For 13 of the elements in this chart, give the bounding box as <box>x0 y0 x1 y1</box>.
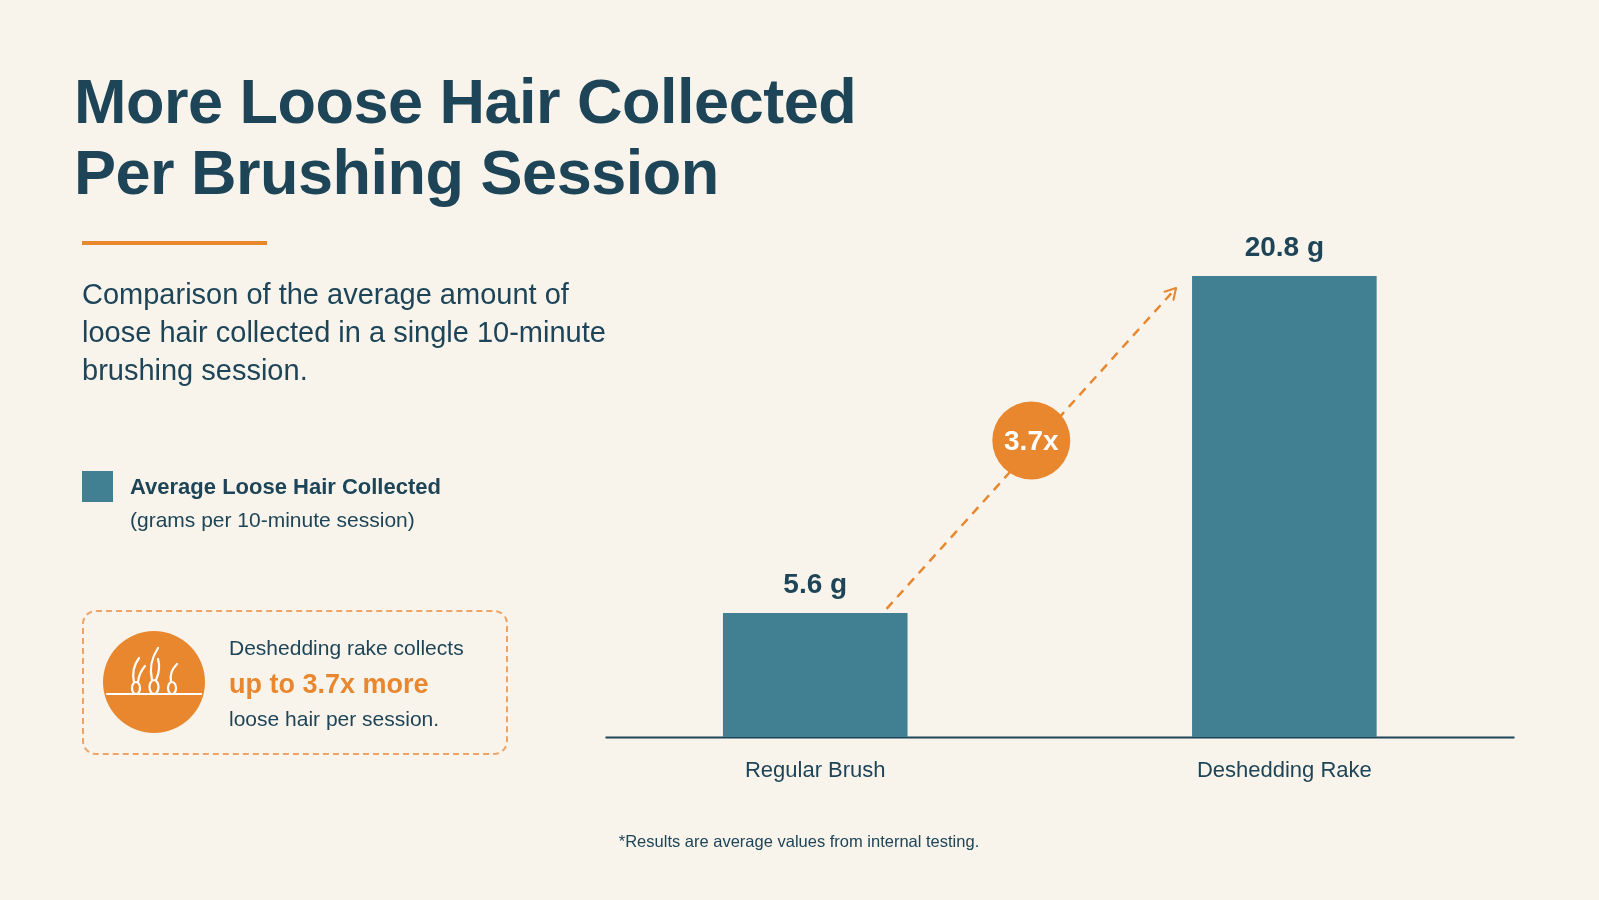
text: Comparison of the average amount of loose hair collected in a single 10-minute brushing session. <box>82 277 607 388</box>
data-label: 20.8 g <box>1244 231 1325 262</box>
legend-label: Average Loose Hair Collected <box>130 473 441 499</box>
data-label: 5.6 g <box>783 567 848 599</box>
legend-title: (grams per 10-minute session) <box>130 508 415 532</box>
text: *Results are average values from internal testing. <box>618 832 980 851</box>
x-tick-label: Deshedding Rake <box>1196 756 1372 782</box>
x-tick-label: Regular Brush <box>744 756 886 782</box>
chart-title: More Loose Hair Collected Per Brushing Session <box>74 66 858 208</box>
annotation: 3.7x <box>1004 424 1059 456</box>
text: up to 3.7x more <box>229 668 429 700</box>
text: Deshedding rake collects <box>229 635 464 661</box>
text: loose hair per session. <box>229 706 440 732</box>
